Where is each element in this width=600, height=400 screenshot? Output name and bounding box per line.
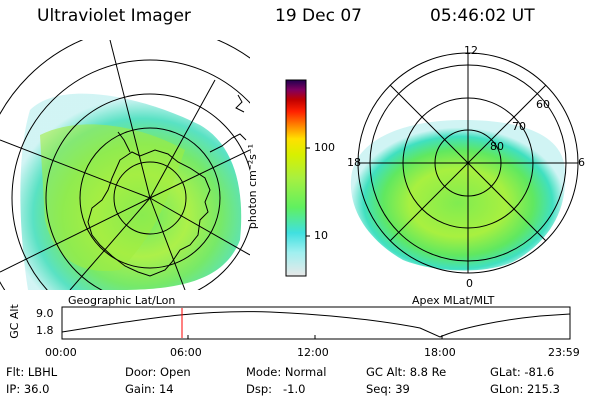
- date-label: 19 Dec 07: [275, 6, 362, 26]
- right-panel-caption: Apex MLat/MLT: [412, 294, 495, 307]
- dsp-info: Dsp: -1.0: [246, 382, 306, 396]
- time-label: 05:46:02 UT: [430, 6, 535, 26]
- glat-info: GLat: -81.6: [490, 365, 555, 379]
- seq-info: Seq: 39: [366, 382, 410, 396]
- door-info: Door: Open: [125, 365, 191, 379]
- geographic-map-panel: [0, 40, 250, 290]
- mlt-label-6: 6: [578, 156, 585, 169]
- mode-info: Mode: Normal: [246, 365, 327, 379]
- mlat-label-70: 70: [512, 120, 526, 133]
- gain-info: Gain: 14: [125, 382, 174, 396]
- colorbar: [285, 79, 310, 277]
- mlt-lines: [358, 53, 578, 273]
- altitude-tick-1-8: 1.8: [36, 324, 54, 337]
- mlt-label-18: 18: [347, 156, 361, 169]
- altitude-tick-9: 9.0: [36, 307, 54, 320]
- altitude-plot: [61, 306, 571, 340]
- ip-info: IP: 36.0: [6, 382, 50, 396]
- gc-alt-info: GC Alt: 8.8 Re: [366, 365, 447, 379]
- antarctica-coastline: [87, 149, 211, 277]
- lat-circles-left: [0, 40, 250, 290]
- left-panel-caption: Geographic Lat/Lon: [68, 294, 176, 307]
- mlt-label-0: 0: [466, 277, 473, 290]
- time-tick-2359: 23:59: [548, 346, 580, 359]
- altitude-axis-label: GC Alt: [7, 304, 21, 339]
- colorbar-unit-label: photon cm⁻²s⁻¹: [246, 143, 260, 230]
- mlt-label-12: 12: [464, 44, 478, 57]
- instrument-title: Ultraviolet Imager: [37, 6, 191, 26]
- time-tick-0000: 00:00: [45, 346, 77, 359]
- colorbar-tick-100: 100: [314, 141, 335, 154]
- magnetic-map-panel: [350, 52, 579, 274]
- time-tick-0600: 06:00: [170, 346, 202, 359]
- glon-info: GLon: 215.3: [490, 382, 560, 396]
- mlat-label-60: 60: [536, 98, 550, 111]
- colorbar-tick-10: 10: [314, 229, 328, 242]
- time-tick-1200: 12:00: [297, 346, 329, 359]
- meridians-left: [0, 40, 250, 290]
- time-tick-1800: 18:00: [424, 346, 456, 359]
- mlat-label-80: 80: [490, 140, 504, 153]
- aurora-oval-right: [350, 120, 566, 271]
- altitude-curve: [61, 311, 571, 338]
- filter-info: Flt: LBHL: [6, 365, 58, 379]
